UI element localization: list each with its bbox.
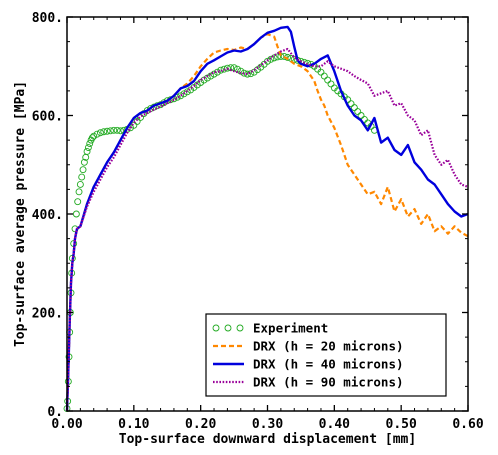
data-point bbox=[78, 173, 86, 181]
x-axis-title: Top-surface downward displacement [mm] bbox=[119, 432, 416, 447]
x-tick-label: 0.30 bbox=[252, 417, 283, 432]
x-tick-label: 0.60 bbox=[452, 417, 483, 432]
data-point bbox=[93, 130, 101, 138]
data-point bbox=[80, 158, 88, 166]
data-point bbox=[317, 68, 325, 76]
legend-swatch-marker bbox=[236, 324, 244, 332]
legend: Experiment DRX (h = 20 microns) DRX (h = 4… bbox=[205, 313, 447, 397]
data-point bbox=[223, 64, 231, 72]
data-point bbox=[113, 126, 121, 134]
data-point bbox=[220, 65, 228, 73]
data-point bbox=[247, 70, 255, 78]
data-point bbox=[217, 66, 225, 74]
y-tick-label: 0. bbox=[47, 405, 63, 420]
legend-label: DRX (h = 20 microns) bbox=[253, 339, 404, 354]
series-line-drx-h-90-microns bbox=[65, 47, 469, 412]
data-point bbox=[96, 129, 104, 137]
data-point bbox=[327, 80, 335, 88]
data-point bbox=[274, 53, 281, 61]
legend-swatch-marker bbox=[224, 324, 232, 332]
data-point bbox=[100, 128, 108, 136]
legend-label: Experiment bbox=[253, 321, 328, 336]
data-point bbox=[280, 52, 288, 60]
data-point bbox=[86, 140, 94, 148]
x-tick-label: 0.20 bbox=[185, 417, 216, 432]
series-line-drx-h-40-microns bbox=[65, 25, 469, 412]
data-point bbox=[180, 90, 188, 98]
x-tick-label: 0.50 bbox=[386, 417, 417, 432]
data-point bbox=[117, 127, 124, 135]
data-point bbox=[76, 180, 84, 188]
legend-label: DRX (h = 90 microns) bbox=[253, 375, 404, 390]
data-point bbox=[110, 126, 118, 134]
data-point bbox=[324, 76, 332, 84]
legend-label: DRX (h = 40 microns) bbox=[253, 357, 404, 372]
data-point bbox=[354, 108, 362, 116]
data-point bbox=[75, 188, 83, 196]
data-point bbox=[90, 132, 98, 140]
data-point bbox=[103, 127, 111, 135]
data-point bbox=[357, 112, 365, 119]
data-point bbox=[72, 210, 80, 218]
axes: 0.00 0.10 0.20 0.30 0.40 0.50 0.60 0. 200. 400. 60… bbox=[32, 11, 484, 432]
x-tick-label: 0.10 bbox=[118, 417, 149, 432]
data-point bbox=[84, 144, 92, 151]
data-point bbox=[270, 54, 278, 62]
data-point bbox=[88, 134, 96, 142]
data-point bbox=[183, 88, 191, 96]
data-point bbox=[320, 72, 328, 80]
y-tick-label: 200. bbox=[32, 307, 63, 322]
data-point bbox=[177, 92, 185, 100]
data-point bbox=[79, 166, 87, 174]
data-point bbox=[350, 104, 358, 112]
y-tick-label: 600. bbox=[32, 110, 63, 125]
data-point bbox=[243, 70, 251, 78]
legend-swatch-marker bbox=[212, 324, 220, 332]
x-tick-label: 0.40 bbox=[319, 417, 350, 432]
data-point bbox=[210, 70, 218, 78]
y-tick-label: 800. bbox=[32, 11, 63, 26]
series-layer bbox=[63, 25, 469, 412]
y-tick-label: 400. bbox=[32, 208, 63, 223]
data-point bbox=[83, 148, 91, 155]
data-point bbox=[74, 198, 82, 206]
data-point bbox=[213, 68, 221, 76]
data-point bbox=[106, 127, 114, 135]
legend-box bbox=[205, 313, 447, 397]
y-axis-title: Top-surface average pressure [MPa] bbox=[13, 81, 28, 347]
x-tick-label: 0.00 bbox=[51, 417, 82, 432]
data-point bbox=[173, 93, 181, 101]
